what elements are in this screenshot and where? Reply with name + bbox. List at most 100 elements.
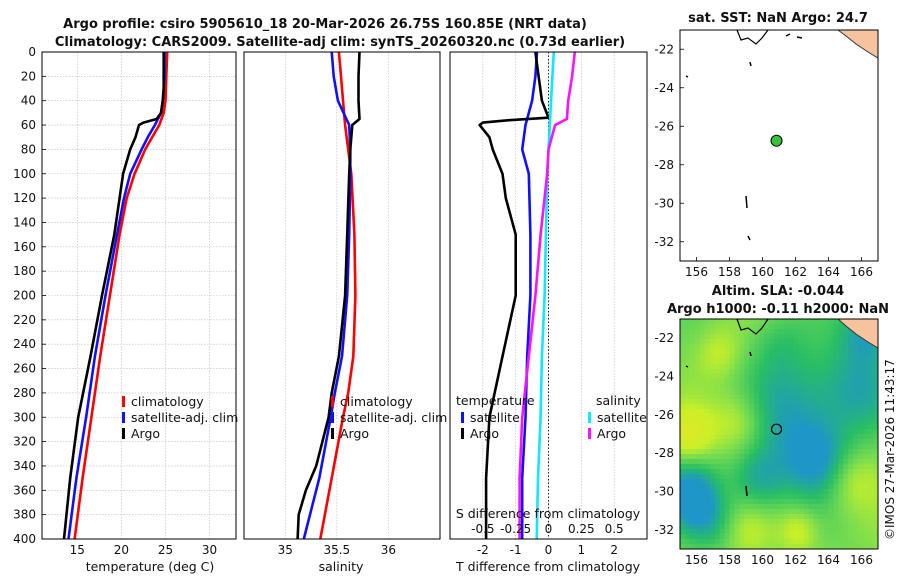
x-tick-label: -1 <box>510 543 522 557</box>
map-y-tick-label: -32 <box>654 235 674 249</box>
heatmap-cell <box>858 364 864 370</box>
heatmap-cell <box>759 389 765 395</box>
heatmap-cell <box>843 399 849 405</box>
heatmap-cell <box>793 499 800 505</box>
heatmap-cell <box>788 329 795 335</box>
heatmap-cell <box>749 344 755 350</box>
heatmap-cell <box>848 504 854 510</box>
heatmap-cell <box>858 399 864 405</box>
heatmap-cell <box>749 349 755 355</box>
heatmap-cell <box>694 424 701 430</box>
heatmap-cell <box>744 384 750 390</box>
heatmap-cell <box>779 379 785 385</box>
heatmap-cell <box>704 469 711 475</box>
heatmap-cell <box>868 349 874 355</box>
temperature-xlabel: temperature (deg C) <box>86 559 215 574</box>
heatmap-cell <box>828 329 834 335</box>
heatmap-cell <box>769 534 775 540</box>
heatmap-cell <box>798 514 805 520</box>
heatmap-cell <box>744 469 750 475</box>
heatmap-cell <box>769 364 775 370</box>
series-salinity-satellite <box>535 51 556 540</box>
heatmap-cell <box>709 414 716 420</box>
heatmap-cell <box>689 544 696 550</box>
heatmap-cell <box>783 474 790 480</box>
heatmap-cell <box>759 409 765 415</box>
heatmap-cell <box>863 384 869 390</box>
heatmap-cell <box>833 494 839 500</box>
heatmap-cell <box>680 369 686 375</box>
heatmap-cell <box>774 339 780 345</box>
heatmap-cell <box>774 524 780 530</box>
heatmap-cell <box>699 429 706 435</box>
heatmap-cell <box>833 319 839 325</box>
heatmap-cell <box>793 414 800 420</box>
heatmap-cell <box>739 384 745 390</box>
heatmap-cell <box>704 399 711 405</box>
heatmap-cell <box>754 534 760 540</box>
heatmap-cell <box>783 409 790 415</box>
heatmap-cell <box>873 429 879 435</box>
heatmap-cell <box>873 399 879 405</box>
heatmap-cell <box>783 484 790 490</box>
heatmap-cell <box>704 319 711 325</box>
heatmap-cell <box>684 404 691 410</box>
heatmap-cell <box>823 369 829 375</box>
heatmap-cell <box>729 334 735 340</box>
heatmap-cell <box>813 504 819 510</box>
heatmap-cell <box>783 439 790 445</box>
heatmap-cell <box>833 484 839 490</box>
heatmap-cell <box>729 459 735 465</box>
heatmap-cell <box>699 374 706 380</box>
heatmap-cell <box>803 444 810 450</box>
heatmap-cell <box>828 354 834 360</box>
heatmap-cell <box>823 414 829 420</box>
heatmap-cell <box>823 529 829 535</box>
heatmap-cell <box>774 439 780 445</box>
heatmap-cell <box>828 334 834 340</box>
heatmap-cell <box>853 389 859 395</box>
heatmap-cell <box>808 389 815 395</box>
heatmap-cell <box>729 414 735 420</box>
y-tick-label: 180 <box>13 264 36 278</box>
heatmap-cell <box>823 434 829 440</box>
heatmap-cell <box>838 389 844 395</box>
heatmap-cell <box>868 394 874 400</box>
heatmap-cell <box>808 484 815 490</box>
heatmap-cell <box>843 424 849 430</box>
heatmap-cell <box>803 494 810 500</box>
heatmap-cell <box>803 424 810 430</box>
heatmap-cell <box>818 524 824 530</box>
heatmap-cell <box>699 369 706 375</box>
heatmap-cell <box>793 489 800 495</box>
heatmap-cell <box>853 459 859 465</box>
heatmap-cell <box>798 369 805 375</box>
heatmap-cell <box>689 439 696 445</box>
heatmap-cell <box>754 514 760 520</box>
heatmap-cell <box>774 324 780 330</box>
heatmap-cell <box>779 519 785 525</box>
heatmap-cell <box>754 369 760 375</box>
heatmap-cell <box>714 374 720 380</box>
heatmap-cell <box>833 364 839 370</box>
heatmap-cell <box>689 474 696 480</box>
heatmap-cell <box>729 419 735 425</box>
heatmap-cell <box>759 449 765 455</box>
heatmap-cell <box>838 354 844 360</box>
heatmap-cell <box>680 424 686 430</box>
heatmap-cell <box>739 489 745 495</box>
heatmap-cell <box>818 454 824 460</box>
heatmap-cell <box>803 344 810 350</box>
heatmap-cell <box>694 344 701 350</box>
heatmap-cell <box>774 539 780 545</box>
heatmap-cell <box>724 499 730 505</box>
heatmap-cell <box>798 449 805 455</box>
heatmap-cell <box>808 474 815 480</box>
heatmap-cell <box>754 404 760 410</box>
heatmap-cell <box>813 399 819 405</box>
legend-swatch <box>461 428 464 439</box>
heatmap-cell <box>858 464 864 470</box>
heatmap-cell <box>848 379 854 385</box>
heatmap-cell <box>843 409 849 415</box>
heatmap-cell <box>734 449 740 455</box>
